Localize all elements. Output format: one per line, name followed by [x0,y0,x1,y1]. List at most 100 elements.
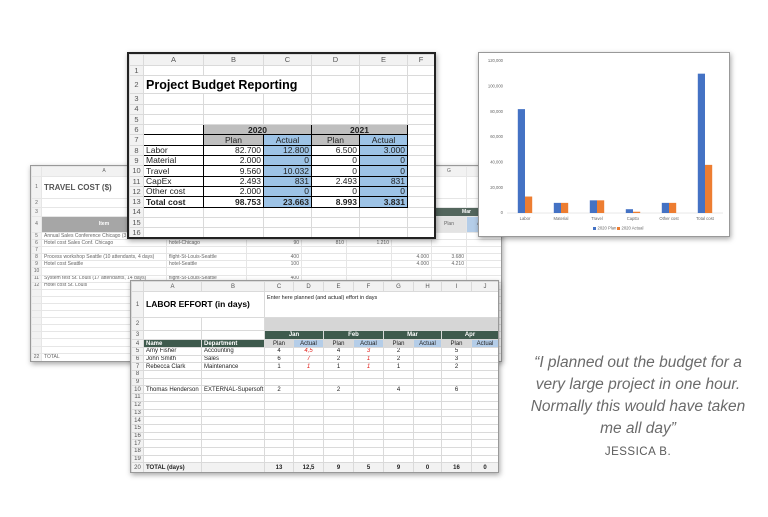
cell: 6 [441,385,472,395]
empty-cell [413,370,442,379]
cell: A [143,281,202,292]
empty-cell [166,246,247,255]
empty-cell [407,206,434,218]
empty-cell [431,231,467,241]
cell: 6 [31,239,42,248]
empty-cell [143,64,204,77]
empty-cell [143,93,204,105]
empty-cell [143,370,202,379]
cell: 8 [131,370,144,379]
empty-cell [311,64,360,77]
empty-cell [471,408,498,418]
cell: 20 [131,462,144,472]
cell: 4.000 [391,260,432,269]
sheet-row: 4 Name Department Plan Actual Plan Actual Plan A… [131,339,498,348]
empty-cell [264,408,294,418]
empty-cell [31,317,42,326]
empty-cell [203,227,264,237]
sheet-row: 13 [131,408,498,418]
sheet-row: 1 LABOR EFFORT (in days) Enter here planne… [131,291,498,318]
empty-cell [143,431,202,441]
cell: 1 [131,291,144,318]
cell: 11 [129,175,144,187]
empty-cell [293,431,324,441]
empty-cell [471,439,498,448]
empty-cell [413,423,442,433]
cell: Plan [383,339,414,348]
cell: 8 [31,253,42,262]
y-tick-label: 60,000 [490,134,503,139]
testimonial-author: JESSICA B. [604,446,672,458]
sheet-row: 9 Material 2.000 0 0 0 [129,155,434,167]
cell: 3 [129,93,144,105]
empty-cell [143,113,204,126]
empty-cell [293,446,324,456]
empty-cell [391,267,432,276]
cell: 0 [263,155,312,167]
empty-cell [323,416,354,425]
sheet-row: 7 Plan Actual Plan Actual [129,134,434,146]
empty-cell [353,423,384,433]
empty-cell [143,134,204,146]
cell: 1 [293,362,324,372]
empty-cell [413,446,442,456]
cell: I [441,281,472,292]
empty-cell [311,206,360,218]
cell: 2 [441,362,472,372]
empty-cell [466,267,501,276]
bar [597,200,605,213]
cell: 3.831 [359,196,408,208]
cell: Plan [323,339,354,348]
x-tick-label: CapEx [627,216,640,221]
empty-cell [264,317,498,331]
empty-cell [359,103,408,115]
empty-cell [143,206,204,218]
empty-cell [143,216,204,229]
cell: Enter here planned (and actual) effort i… [264,291,498,318]
empty-cell [441,400,472,410]
sheet-row: 16 [131,431,498,441]
sheet-row: 10 [31,267,501,276]
empty-cell [407,113,434,126]
empty-cell [264,423,294,433]
empty-cell [31,295,42,304]
empty-cell [293,416,324,425]
sheet-row: 14 [129,206,434,218]
cell: 2 [383,354,414,364]
x-tick-label: Total cost [696,216,715,221]
empty-cell [203,113,264,126]
sheet-row: 18 [131,446,498,456]
cell: 2 [31,198,42,208]
empty-cell [31,331,42,340]
cell: 7 [131,362,144,372]
cell: LABOR EFFORT (in days) [143,291,265,318]
empty-cell [293,377,324,387]
empty-cell [441,446,472,456]
cell: 4 [323,347,354,356]
empty-cell [383,431,414,441]
cell: E [359,54,408,66]
empty-cell [143,446,202,456]
empty-cell [143,103,204,115]
sheet-row: 5 Amy Fisher Accounting 4 4,5 4 3 2 5 [131,347,498,356]
cell: 10 [31,267,42,276]
empty-cell [466,260,501,269]
empty-cell [301,253,347,262]
empty-cell [471,454,498,464]
cell: 16 [131,431,144,441]
sheet-row: 19 [131,454,498,464]
cell: Actual [293,339,324,348]
cell: EXTERNAL-Supersoft [201,385,265,395]
cell: TOTAL (days) [143,462,202,472]
empty-cell [264,400,294,410]
cell: 12,5 [293,462,324,472]
cell: 2 [323,385,354,395]
cell: 0 [311,165,360,177]
legend-swatch [617,227,620,230]
cell: 7 [293,354,324,364]
cell: 831 [263,175,312,187]
quote-line: me all day” [600,420,676,437]
empty-cell [301,267,347,276]
cell: 2 [264,385,294,395]
